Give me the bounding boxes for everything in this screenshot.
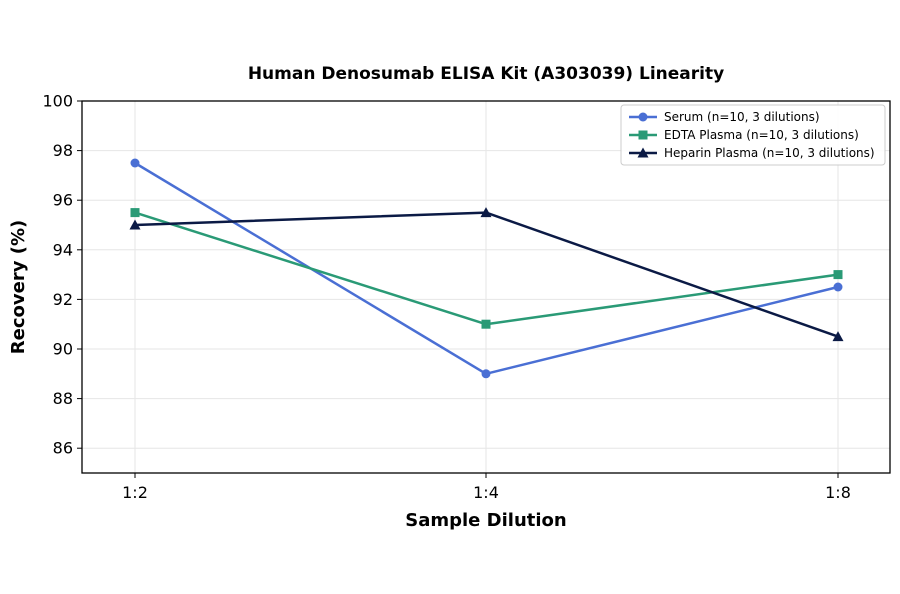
data-point xyxy=(130,208,140,218)
y-tick-label: 86 xyxy=(53,439,73,458)
legend-label: EDTA Plasma (n=10, 3 dilutions) xyxy=(664,128,859,142)
legend-label: Serum (n=10, 3 dilutions) xyxy=(664,110,820,124)
y-tick-label: 96 xyxy=(53,191,73,210)
data-point xyxy=(480,207,492,218)
legend-marker xyxy=(637,147,649,158)
legend-label: Heparin Plasma (n=10, 3 dilutions) xyxy=(664,146,875,160)
chart-title: Human Denosumab ELISA Kit (A303039) Line… xyxy=(248,64,724,84)
legend: Serum (n=10, 3 dilutions) EDTA Plasma (n=… xyxy=(620,104,886,166)
data-point xyxy=(833,270,843,280)
data-point xyxy=(832,331,844,342)
y-tick-label: 94 xyxy=(53,240,73,259)
legend-marker xyxy=(638,130,648,140)
y-axis-label: Recovery (%) xyxy=(8,220,29,354)
legend-marker xyxy=(638,112,648,122)
y-tick-label: 92 xyxy=(53,290,73,309)
x-tick-label: 1:8 xyxy=(825,483,851,502)
data-point xyxy=(129,219,141,230)
legend-box xyxy=(620,104,886,166)
data-point xyxy=(130,158,140,168)
data-point xyxy=(481,369,491,379)
x-axis-label: Sample Dilution xyxy=(405,510,566,531)
y-tick-label: 90 xyxy=(53,340,73,359)
x-tick-label: 1:2 xyxy=(122,483,148,502)
y-tick-label: 100 xyxy=(42,92,73,111)
x-tick-label: 1:4 xyxy=(473,483,499,502)
y-tick-label: 98 xyxy=(53,141,73,160)
data-point xyxy=(481,319,491,329)
axis-ticks: 86 88 90 92 94 96 98 100 1:2 1:4 1:8 xyxy=(42,92,850,503)
plot-series xyxy=(129,158,844,379)
data-point xyxy=(833,282,843,292)
y-tick-label: 88 xyxy=(53,389,73,408)
